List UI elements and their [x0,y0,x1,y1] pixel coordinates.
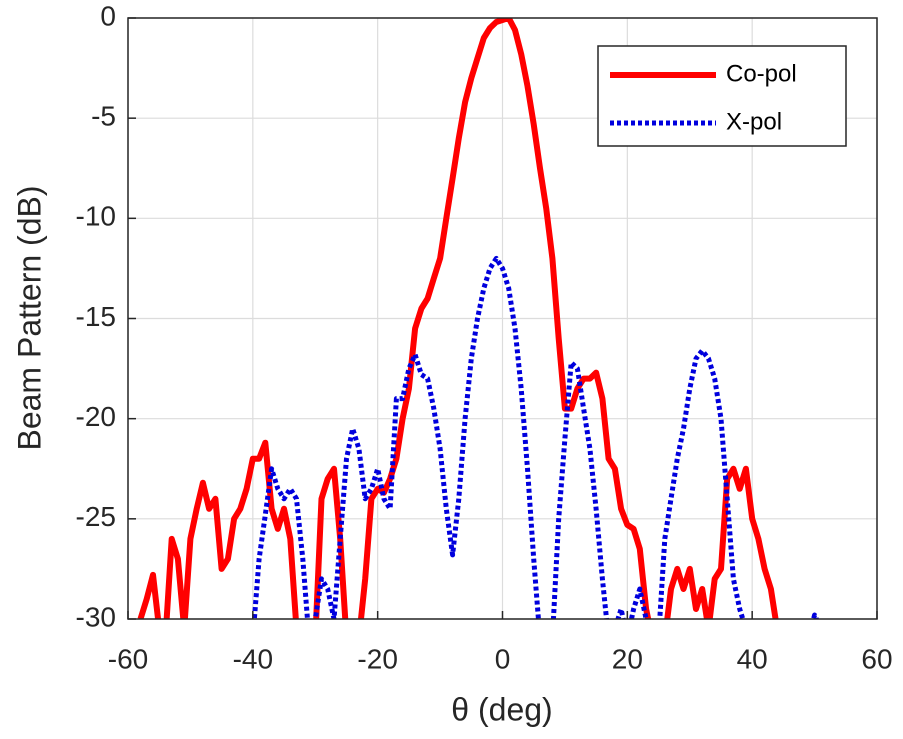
x-tick-label: -20 [357,643,397,674]
y-tick-label: -5 [91,101,116,132]
y-axis-label: Beam Pattern (dB) [11,186,47,451]
x-tick-label: 60 [861,643,892,674]
y-tick-label: -15 [76,301,116,332]
legend-label: Co-pol [726,60,797,87]
legend-box [597,45,847,147]
y-tick-label: -25 [76,501,116,532]
y-tick-label: 0 [100,0,116,31]
legend-label: X-pol [726,108,782,135]
lines [137,18,820,619]
y-tick-label: -10 [76,201,116,232]
x-tick-label: 20 [612,643,643,674]
legend: Co-pol X-pol [597,45,847,147]
series-line [251,255,820,619]
x-tick-label: 40 [737,643,768,674]
ticks: -60 -40 -20 0 20 40 60 -30 -25 -20 -15 -10 -5 0 [76,0,893,674]
x-tick-label: -40 [233,643,273,674]
x-tick-label: -60 [108,643,148,674]
y-tick-label: -20 [76,401,116,432]
y-tick-label: -30 [76,601,116,632]
series-line [137,18,779,619]
x-axis-label: θ (deg) [451,691,552,727]
x-tick-label: 0 [495,643,511,674]
